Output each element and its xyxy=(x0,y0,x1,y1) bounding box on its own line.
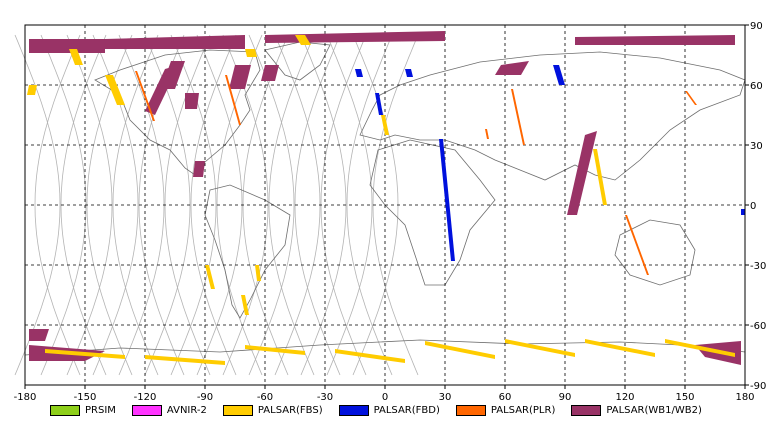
legend-item: PALSAR(FBD) xyxy=(338,404,440,416)
swath-palsar-fbs- xyxy=(585,339,655,357)
swath-palsar-fbs- xyxy=(27,85,37,95)
legend-swatch xyxy=(131,404,162,416)
y-axis-ticks: 90 60 30 0 -30 -60 -90 xyxy=(745,21,766,392)
legend-item: PALSAR(PLR) xyxy=(455,404,556,416)
swath-palsar-fbs- xyxy=(505,339,575,357)
swath-palsar-wb1-wb2- xyxy=(265,31,445,43)
legend-item: PALSAR(FBS) xyxy=(222,404,323,416)
legend-item: AVNIR-2 xyxy=(131,404,207,416)
x-tick-label: 0 xyxy=(382,392,388,403)
orbit-track xyxy=(346,34,393,376)
x-tick-label: -150 xyxy=(74,392,97,403)
swath-palsar-wb1-wb2- xyxy=(185,93,199,109)
swath-palsar-fbd- xyxy=(405,69,413,77)
legend-label: AVNIR-2 xyxy=(166,404,207,416)
swath-palsar-plr- xyxy=(135,71,155,121)
x-tick-label: 60 xyxy=(499,392,512,403)
swath-palsar-fbd- xyxy=(741,209,745,215)
orbit-track xyxy=(170,34,217,376)
orbit-track xyxy=(248,34,295,376)
swath-palsar-fbs- xyxy=(665,339,735,357)
legend-label: PRSIM xyxy=(85,404,116,416)
swath-palsar-wb1-wb2- xyxy=(495,61,529,75)
swath-palsar-fbs- xyxy=(381,115,389,135)
orbit-track xyxy=(326,34,373,376)
y-tick-label: 90 xyxy=(750,21,763,32)
swath-palsar-fbs- xyxy=(241,295,249,315)
africa-coast xyxy=(369,139,496,286)
swath-palsar-plr- xyxy=(485,129,489,139)
legend-swatch xyxy=(571,404,602,416)
orbit-track xyxy=(112,34,159,376)
y-tick-label: -30 xyxy=(750,261,766,272)
legend-label: PALSAR(WB1/WB2) xyxy=(606,404,702,416)
swath-palsar-fbs- xyxy=(425,341,495,359)
swath-palsar-plr- xyxy=(685,91,697,105)
swath-palsar-fbs- xyxy=(69,49,83,65)
x-tick-label: -120 xyxy=(134,392,157,403)
orbit-track xyxy=(268,34,315,376)
swath-palsar-fbd- xyxy=(439,139,455,261)
swath-palsar-plr- xyxy=(625,215,649,275)
legend-label: PALSAR(PLR) xyxy=(490,404,556,416)
north-america-coast xyxy=(94,49,261,176)
swath-palsar-fbs- xyxy=(45,349,125,359)
x-tick-label: 120 xyxy=(615,392,634,403)
legend-swatch xyxy=(222,404,253,416)
swath-palsar-wb1-wb2- xyxy=(229,65,251,89)
swath-palsar-wb1-wb2- xyxy=(261,65,279,81)
swath-palsar-wb1-wb2- xyxy=(567,131,597,215)
y-tick-label: -60 xyxy=(750,321,766,332)
y-tick-label: -90 xyxy=(750,381,766,392)
swath-palsar-fbd- xyxy=(553,65,565,85)
eurasia-coast xyxy=(359,51,746,181)
swath-palsar-fbd- xyxy=(355,69,363,77)
orbit-track xyxy=(190,34,237,376)
swath-palsar-plr- xyxy=(225,75,241,125)
x-tick-label: -60 xyxy=(257,392,273,403)
x-tick-label: 150 xyxy=(675,392,694,403)
legend: PRSIM AVNIR-2 PALSAR(FBS) PALSAR(FBD) PALSAR… xyxy=(50,402,718,418)
legend-swatch xyxy=(455,404,486,416)
legend-label: PALSAR(FBS) xyxy=(257,404,323,416)
x-tick-label: 90 xyxy=(559,392,572,403)
swath-palsar-fbd- xyxy=(375,93,383,115)
lat-lon-grid xyxy=(25,25,745,385)
x-tick-label: 30 xyxy=(439,392,452,403)
swath-palsar-fbs- xyxy=(335,349,405,363)
swath-palsar-fbs- xyxy=(593,149,607,205)
legend-item: PALSAR(WB1/WB2) xyxy=(571,404,702,416)
y-tick-label: 60 xyxy=(750,81,763,92)
swath-palsar-wb1-wb2- xyxy=(161,61,185,89)
y-tick-label: 30 xyxy=(750,141,763,152)
legend-label: PALSAR(FBD) xyxy=(373,404,440,416)
x-axis-ticks: -180 -150 -120 -90 -60 -30 0 30 60 90 120 150 180 xyxy=(14,385,755,403)
australia-coast xyxy=(614,219,696,286)
legend-swatch xyxy=(50,404,80,416)
x-tick-label: 180 xyxy=(735,392,754,403)
swath-palsar-fbs- xyxy=(245,49,257,57)
swath-palsar-wb1-wb2- xyxy=(575,35,735,45)
swath-palsar-fbs- xyxy=(205,265,215,289)
legend-swatch xyxy=(338,404,369,416)
swath-palsar-fbs- xyxy=(255,265,261,281)
x-tick-label: -180 xyxy=(14,392,37,403)
y-tick-label: 0 xyxy=(750,201,756,212)
swath-palsar-fbs- xyxy=(105,75,125,105)
swath-palsar-wb1-wb2- xyxy=(29,39,105,53)
swath-palsar-wb1-wb2- xyxy=(29,329,49,341)
swath-palsar-fbs- xyxy=(295,35,311,45)
swath-palsar-fbs- xyxy=(245,345,305,355)
x-tick-label: -30 xyxy=(317,392,333,403)
swath-palsar-wb1-wb2- xyxy=(105,35,245,49)
orbit-track xyxy=(34,34,81,376)
orbit-track xyxy=(14,34,61,376)
swath-palsar-plr- xyxy=(511,89,525,145)
swath-palsar-fbs- xyxy=(145,355,225,365)
legend-item: PRSIM xyxy=(50,404,116,416)
swath-palsar-wb1-wb2- xyxy=(193,161,205,177)
x-tick-label: -90 xyxy=(197,392,213,403)
acquisition-swaths xyxy=(27,31,745,365)
